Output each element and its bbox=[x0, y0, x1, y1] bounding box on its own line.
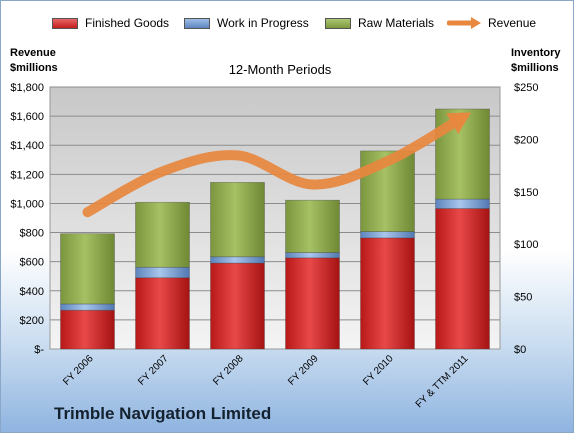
category-label: FY 2008 bbox=[211, 353, 246, 388]
bar-finished-goods bbox=[135, 277, 190, 350]
left-tick-label: $1,600 bbox=[10, 111, 44, 123]
legend-swatch-finished-goods bbox=[52, 17, 78, 29]
category-label: FY 2006 bbox=[61, 353, 96, 388]
left-tick-label: $200 bbox=[20, 315, 44, 327]
right-axis-title: Inventory $millions bbox=[511, 46, 561, 76]
revenue-arrowhead bbox=[446, 112, 472, 134]
left-axis-title: Revenue $millions bbox=[10, 46, 58, 76]
right-tick-label: $50 bbox=[514, 292, 532, 304]
legend-item-raw-materials: Raw Materials bbox=[325, 13, 434, 33]
bar-finished-goods bbox=[210, 262, 265, 350]
left-axis-title-line2: $millions bbox=[10, 62, 58, 74]
left-tick-label: $600 bbox=[20, 257, 44, 269]
bar-work-in-progress bbox=[435, 198, 490, 209]
bar-raw-materials bbox=[60, 233, 115, 305]
bar-finished-goods bbox=[60, 309, 115, 350]
chart-legend: Finished Goods Work in Progress Raw Mate… bbox=[0, 13, 574, 33]
company-title: Trimble Navigation Limited bbox=[54, 404, 272, 423]
bar-raw-materials bbox=[210, 182, 265, 258]
left-tick-label: $1,000 bbox=[10, 198, 44, 210]
left-tick-label: $800 bbox=[20, 228, 44, 240]
left-axis-title-line1: Revenue bbox=[10, 47, 56, 59]
bar-work-in-progress bbox=[285, 252, 340, 259]
bar-raw-materials bbox=[135, 201, 190, 268]
right-axis-title-line1: Inventory bbox=[511, 47, 561, 59]
bar-raw-materials bbox=[285, 199, 340, 253]
legend-label-finished-goods: Finished Goods bbox=[85, 16, 170, 30]
bar-finished-goods bbox=[435, 208, 490, 350]
bar-finished-goods bbox=[360, 237, 415, 350]
left-tick-label: $1,800 bbox=[10, 82, 44, 94]
category-label: FY & TTM 2011 bbox=[414, 353, 471, 410]
right-tick-label: $200 bbox=[514, 134, 538, 146]
bar-work-in-progress bbox=[210, 256, 265, 264]
legend-label-raw-materials: Raw Materials bbox=[358, 16, 435, 30]
left-tick-label: $400 bbox=[20, 286, 44, 298]
left-tick-label: $1,400 bbox=[10, 140, 44, 152]
plot-area bbox=[49, 86, 501, 350]
legend-swatch-raw-materials bbox=[325, 17, 351, 29]
legend-label-revenue: Revenue bbox=[488, 16, 537, 30]
chart-subtitle: 12-Month Periods bbox=[228, 62, 332, 77]
category-label: FY 2007 bbox=[136, 353, 171, 388]
legend-arrow-revenue-icon bbox=[447, 17, 481, 29]
left-tick-label: $1,200 bbox=[10, 169, 44, 181]
bar-work-in-progress bbox=[135, 266, 190, 279]
legend-label-work-in-progress: Work in Progress bbox=[217, 16, 309, 30]
right-tick-label: $0 bbox=[514, 344, 526, 356]
right-axis-title-line2: $millions bbox=[511, 62, 559, 74]
revenue-line bbox=[82, 112, 468, 218]
legend-item-work-in-progress: Work in Progress bbox=[184, 13, 309, 33]
legend-item-revenue: Revenue bbox=[447, 13, 536, 33]
bar-work-in-progress bbox=[360, 231, 415, 239]
bar-work-in-progress bbox=[60, 303, 115, 311]
right-tick-label: $100 bbox=[514, 239, 538, 251]
right-tick-label: $150 bbox=[514, 187, 538, 199]
category-label: FY 2009 bbox=[286, 353, 321, 388]
legend-item-finished-goods: Finished Goods bbox=[52, 13, 169, 33]
left-tick-label: $- bbox=[34, 344, 44, 356]
bar-finished-goods bbox=[285, 257, 340, 350]
right-tick-label: $250 bbox=[514, 82, 538, 94]
category-label: FY 2010 bbox=[361, 353, 396, 388]
legend-swatch-work-in-progress bbox=[184, 17, 210, 29]
